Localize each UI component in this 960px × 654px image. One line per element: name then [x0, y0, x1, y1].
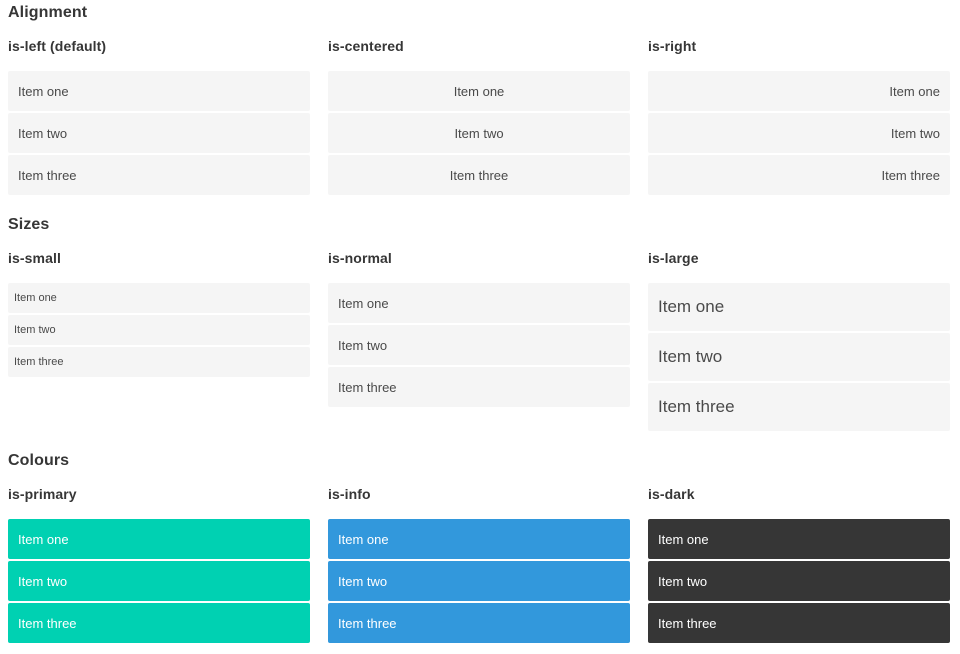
- item-list-dark: Item one Item two Item three: [648, 519, 950, 643]
- block-title-is-normal: is-normal: [328, 250, 392, 266]
- list-item: Item three: [328, 155, 630, 195]
- list-item: Item one: [328, 71, 630, 111]
- section-title-colours: Colours: [8, 452, 70, 469]
- sizes-columns: is-small Item one Item two Item three is…: [8, 251, 950, 433]
- section-alignment: Alignment is-left (default) Item one Ite…: [8, 5, 950, 197]
- block-title-is-dark: is-dark: [648, 486, 695, 502]
- list-item: Item two: [8, 315, 310, 345]
- list-item: Item three: [648, 155, 950, 195]
- list-item: Item three: [648, 603, 950, 643]
- section-sizes: Sizes is-small Item one Item two Item th…: [8, 217, 950, 433]
- block-title-is-small: is-small: [8, 250, 61, 266]
- list-item: Item two: [648, 333, 950, 381]
- block-title-is-left: is-left (default): [8, 38, 107, 54]
- list-item: Item two: [648, 113, 950, 153]
- item-list-small: Item one Item two Item three: [8, 283, 310, 377]
- block-title-is-right: is-right: [648, 38, 697, 54]
- block-is-large: is-large Item one Item two Item three: [648, 251, 950, 433]
- list-item: Item one: [648, 283, 950, 331]
- list-item: Item one: [8, 519, 310, 559]
- item-list-large: Item one Item two Item three: [648, 283, 950, 431]
- list-item: Item one: [8, 283, 310, 313]
- block-is-small: is-small Item one Item two Item three: [8, 251, 310, 379]
- list-item: Item three: [328, 367, 630, 407]
- block-is-primary: is-primary Item one Item two Item three: [8, 487, 310, 645]
- list-item: Item one: [648, 519, 950, 559]
- list-item: Item three: [8, 347, 310, 377]
- list-item: Item two: [648, 561, 950, 601]
- item-list-primary: Item one Item two Item three: [8, 519, 310, 643]
- list-item: Item three: [328, 603, 630, 643]
- list-item: Item two: [328, 325, 630, 365]
- block-is-right: is-right Item one Item two Item three: [648, 39, 950, 197]
- block-is-info: is-info Item one Item two Item three: [328, 487, 630, 645]
- block-title-is-centered: is-centered: [328, 38, 404, 54]
- component-showcase: Alignment is-left (default) Item one Ite…: [8, 5, 950, 645]
- list-item: Item one: [8, 71, 310, 111]
- section-colours: Colours is-primary Item one Item two Ite…: [8, 453, 950, 645]
- item-list-right: Item one Item two Item three: [648, 71, 950, 195]
- block-is-dark: is-dark Item one Item two Item three: [648, 487, 950, 645]
- item-list-normal: Item one Item two Item three: [328, 283, 630, 407]
- alignment-columns: is-left (default) Item one Item two Item…: [8, 39, 950, 197]
- section-title-sizes: Sizes: [8, 216, 50, 233]
- item-list-centered: Item one Item two Item three: [328, 71, 630, 195]
- block-title-is-primary: is-primary: [8, 486, 77, 502]
- list-item: Item one: [648, 71, 950, 111]
- list-item: Item two: [8, 113, 310, 153]
- list-item: Item one: [328, 519, 630, 559]
- block-is-centered: is-centered Item one Item two Item three: [328, 39, 630, 197]
- block-is-left: is-left (default) Item one Item two Item…: [8, 39, 310, 197]
- colours-columns: is-primary Item one Item two Item three …: [8, 487, 950, 645]
- block-title-is-large: is-large: [648, 250, 699, 266]
- list-item: Item three: [8, 155, 310, 195]
- list-item: Item three: [648, 383, 950, 431]
- list-item: Item two: [8, 561, 310, 601]
- section-title-alignment: Alignment: [8, 4, 88, 21]
- item-list-left: Item one Item two Item three: [8, 71, 310, 195]
- list-item: Item two: [328, 113, 630, 153]
- list-item: Item two: [328, 561, 630, 601]
- list-item: Item one: [328, 283, 630, 323]
- block-is-normal: is-normal Item one Item two Item three: [328, 251, 630, 409]
- item-list-info: Item one Item two Item three: [328, 519, 630, 643]
- list-item: Item three: [8, 603, 310, 643]
- block-title-is-info: is-info: [328, 486, 371, 502]
